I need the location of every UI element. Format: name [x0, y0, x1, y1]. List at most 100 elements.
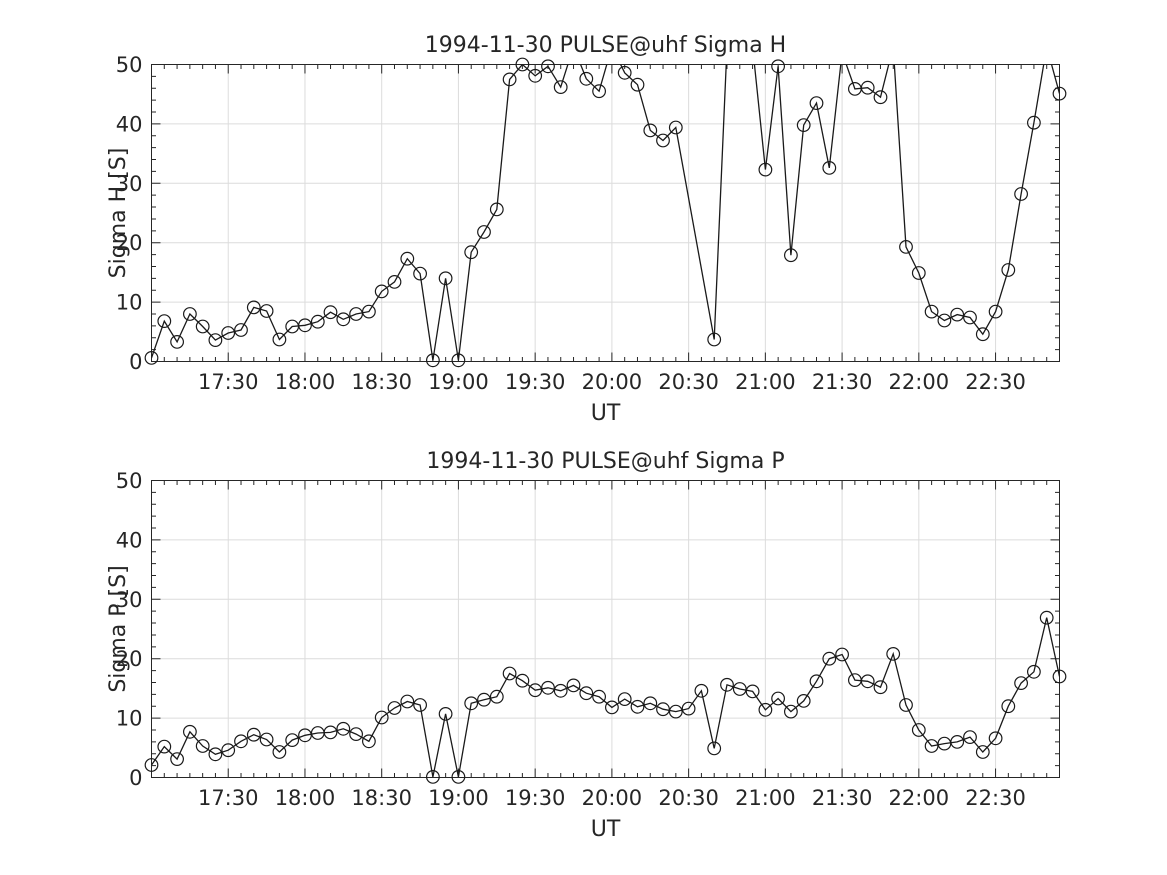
data-point-marker	[899, 698, 913, 712]
data-point-marker	[1001, 263, 1016, 277]
data-point-marker	[464, 696, 479, 711]
data-point-marker	[298, 318, 312, 333]
data-point-marker	[477, 225, 491, 239]
data-point-marker	[426, 353, 440, 368]
y-tick-label: 30	[116, 172, 143, 196]
data-point-marker	[886, 647, 901, 661]
data-point-marker	[835, 647, 849, 662]
data-point-marker	[323, 725, 338, 740]
tick-labels: 17:30 18:00 18:30 19:00 19:30 20:00 20:30 21:00…	[116, 469, 1026, 810]
y-tick-label: 0	[129, 766, 142, 790]
data-point-marker	[1052, 86, 1067, 101]
x-tick-label: 18:00	[275, 370, 336, 394]
y-tick-label: 20	[116, 647, 143, 671]
grid-lines	[151, 64, 1060, 362]
data-point-marker	[1052, 669, 1067, 684]
y-tick-label: 50	[116, 469, 143, 493]
data-point-marker	[963, 310, 977, 325]
data-point-marker	[911, 723, 926, 737]
data-point-marker	[822, 160, 837, 175]
data-point-marker	[400, 251, 415, 266]
x-tick-label: 20:00	[582, 786, 643, 810]
data-point-marker	[784, 248, 798, 263]
x-tick-label: 20:30	[658, 370, 719, 394]
data-point-marker	[221, 743, 236, 758]
tick-labels: 17:30 18:00 18:30 19:00 19:30 20:00 20:30 21:00…	[116, 53, 1026, 394]
data-point-marker	[144, 351, 159, 365]
data-point-marker	[630, 77, 645, 92]
data-point-marker	[553, 80, 568, 94]
x-tick-label: 20:00	[582, 370, 643, 394]
data-point-marker	[668, 120, 683, 135]
data-point-marker	[694, 683, 709, 698]
data-point-marker	[1039, 610, 1054, 625]
data-point-marker	[182, 307, 197, 321]
data-point-marker	[477, 692, 491, 707]
data-point-marker	[374, 284, 389, 299]
data-point-marker	[438, 271, 453, 286]
data-point-marker	[758, 702, 773, 717]
data-point-marker	[707, 741, 722, 756]
data-point-marker	[208, 747, 223, 762]
sigma-p-title: 1994-11-30 PULSE@uhf Sigma P	[426, 449, 784, 474]
data-point-marker	[1001, 699, 1016, 714]
x-tick-label: 21:30	[812, 786, 873, 810]
data-point-marker	[170, 335, 185, 349]
data-point-marker	[272, 332, 287, 347]
data-point-marker	[528, 683, 543, 698]
data-point-marker	[579, 686, 594, 701]
data-point-marker	[362, 734, 376, 749]
x-tick-label: 19:00	[428, 786, 489, 810]
data-point-marker	[643, 696, 658, 711]
y-tick-label: 30	[116, 588, 143, 612]
data-point-marker	[451, 770, 466, 784]
x-tick-label: 21:30	[812, 370, 873, 394]
x-tick-label: 22:30	[965, 370, 1026, 394]
data-point-marker	[426, 770, 440, 784]
data-point-marker	[796, 694, 811, 708]
data-point-marker	[170, 752, 185, 766]
sigma-h-title: 1994-11-30 PULSE@uhf Sigma H	[425, 33, 786, 58]
data-point-marker	[873, 90, 888, 105]
data-point-marker	[515, 57, 530, 72]
sigma-p-xlabel: UT	[591, 817, 621, 842]
data-point-marker	[208, 333, 223, 348]
data-point-marker	[234, 323, 248, 337]
data-point-marker	[950, 307, 965, 322]
data-point-marker	[617, 692, 632, 706]
sigma-p-chart: 17:30 18:00 18:30 19:00 19:30 20:00 20:30 21:00…	[106, 449, 1067, 842]
data-point-marker	[1026, 664, 1041, 679]
data-point-marker	[899, 239, 913, 254]
data-point-marker	[988, 304, 1003, 319]
grid-lines	[151, 480, 1060, 778]
x-tick-label: 19:00	[428, 370, 489, 394]
y-tick-label: 50	[116, 53, 143, 77]
data-point-marker	[1014, 187, 1028, 201]
data-point-marker	[387, 701, 402, 715]
data-point-marker	[272, 745, 287, 759]
x-tick-label: 18:00	[275, 786, 336, 810]
sigma-h-series	[144, 57, 1067, 368]
y-tick-label: 10	[116, 291, 143, 315]
data-markers	[144, 57, 1067, 368]
axes-box	[151, 64, 1060, 362]
y-tick-label: 40	[116, 112, 143, 136]
data-point-marker	[937, 313, 952, 328]
data-point-marker	[681, 701, 696, 716]
data-point-marker	[502, 72, 517, 87]
data-point-marker	[553, 683, 568, 698]
x-tick-label: 22:00	[889, 370, 950, 394]
x-tick-label: 19:30	[505, 786, 566, 810]
x-tick-label: 22:30	[965, 786, 1026, 810]
data-point-marker	[515, 673, 530, 688]
data-point-marker	[771, 59, 785, 74]
data-point-marker	[566, 678, 581, 693]
data-point-marker	[605, 700, 619, 715]
data-point-marker	[349, 727, 364, 741]
data-point-marker	[234, 734, 248, 749]
data-point-marker	[796, 118, 811, 132]
data-point-marker	[195, 319, 210, 334]
data-point-marker	[592, 689, 606, 704]
data-point-marker	[387, 275, 402, 289]
sigma-h-ylabel: Sigma H [S]	[106, 148, 131, 279]
